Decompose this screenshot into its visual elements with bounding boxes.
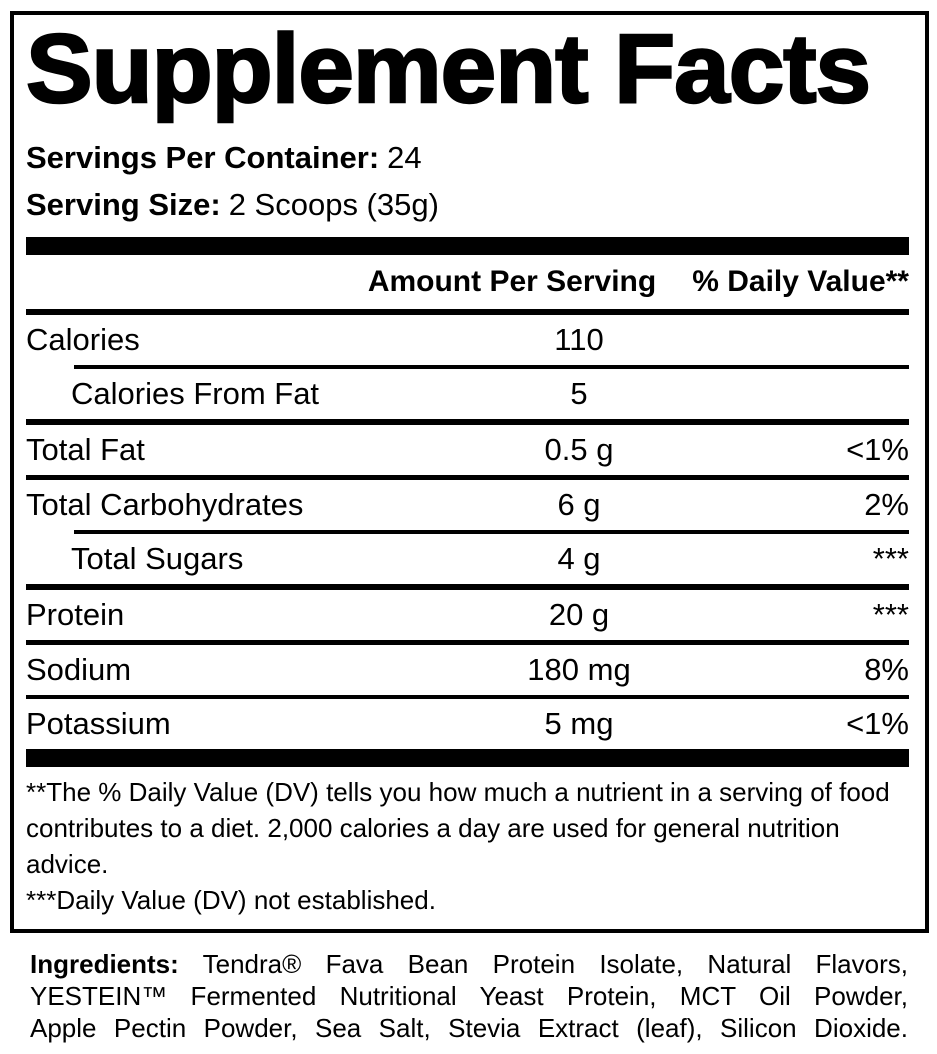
nutrient-daily-value: 2% — [864, 487, 909, 522]
serving-size: Serving Size: 2 Scoops (35g) — [26, 181, 909, 228]
nutrient-daily-value: <1% — [846, 432, 909, 467]
table-header-row: Amount Per Serving % Daily Value** — [26, 255, 909, 309]
divider — [26, 419, 909, 425]
divider — [26, 475, 909, 480]
ingredients-line-1: Ingredients: Tendra® Fava Bean Protein I… — [30, 948, 908, 980]
divider — [26, 584, 909, 590]
servings-per-container: Servings Per Container: 24 — [26, 134, 909, 181]
ingredients-line-2: YESTEIN™ Fermented Nutritional Yeast Pro… — [30, 981, 908, 1011]
nutrient-amount: 5 mg — [544, 706, 614, 741]
supplement-facts-panel: Supplement Facts Servings Per Container:… — [10, 11, 929, 933]
divider — [26, 309, 909, 315]
ingredients-section: Ingredients: Tendra® Fava Bean Protein I… — [30, 948, 908, 1044]
divider — [26, 695, 909, 699]
serving-info: Servings Per Container: 24 Serving Size: 2… — [26, 134, 909, 228]
divider — [74, 365, 909, 369]
daily-value-header: % Daily Value** — [692, 265, 909, 298]
serving-size-label: Serving Size: — [26, 187, 221, 222]
nutrient-name: Potassium — [26, 706, 171, 741]
nutrient-daily-value: *** — [872, 597, 909, 632]
nutrient-name: Sodium — [26, 652, 132, 687]
serving-size-value: 2 Scoops (35g) — [228, 187, 439, 222]
ingredients-text: Tendra® Fava Bean Protein Isolate, Natur… — [202, 949, 908, 979]
table-row-total-carbohydrates: Total Carbohydrates 6 g 2% — [26, 480, 909, 530]
footnotes: **The % Daily Value (DV) tells you how m… — [26, 774, 909, 918]
nutrient-daily-value: 8% — [864, 652, 909, 687]
nutrient-amount: 5 — [570, 376, 588, 411]
nutrient-name: Protein — [26, 597, 125, 632]
thick-separator-bottom — [26, 749, 909, 767]
amount-per-serving-header: Amount Per Serving — [367, 265, 657, 298]
panel-title: Supplement Facts — [25, 14, 873, 123]
nutrient-name: Calories — [26, 322, 140, 357]
nutrient-name: Total Sugars — [71, 541, 244, 576]
servings-per-container-label: Servings Per Container: — [26, 140, 380, 175]
table-row-total-fat: Total Fat 0.5 g <1% — [26, 425, 909, 475]
servings-per-container-value: 24 — [387, 140, 422, 175]
nutrient-amount: 20 g — [548, 597, 610, 632]
table-row-total-sugars: Total Sugars 4 g *** — [26, 534, 909, 584]
nutrient-amount: 110 — [554, 322, 604, 357]
daily-value-footnote: **The % Daily Value (DV) tells you how m… — [26, 777, 890, 879]
thick-separator-top — [26, 237, 909, 255]
ingredients-label: Ingredients: — [30, 949, 179, 979]
nutrient-amount: 6 g — [557, 487, 601, 522]
nutrient-amount: 0.5 g — [544, 432, 614, 467]
nutrient-name: Total Carbohydrates — [26, 487, 304, 522]
nutrient-daily-value: *** — [872, 541, 909, 576]
table-row-calories-from-fat: Calories From Fat 5 — [26, 369, 909, 419]
table-row-calories: Calories 110 — [26, 315, 909, 365]
table-row-sodium: Sodium 180 mg 8% — [26, 645, 909, 695]
divider — [26, 640, 909, 645]
table-row-protein: Protein 20 g *** — [26, 590, 909, 640]
divider — [74, 530, 909, 534]
nutrient-daily-value: <1% — [846, 706, 909, 741]
nutrient-name: Calories From Fat — [71, 376, 320, 411]
not-established-footnote: ***Daily Value (DV) not established. — [26, 885, 436, 915]
nutrient-name: Total Fat — [26, 432, 145, 467]
ingredients-line-3: Apple Pectin Powder, Sea Salt, Stevia Ex… — [30, 1013, 908, 1043]
table-row-potassium: Potassium 5 mg <1% — [26, 699, 909, 749]
nutrient-amount: 4 g — [557, 541, 601, 576]
nutrient-amount: 180 mg — [527, 652, 631, 687]
